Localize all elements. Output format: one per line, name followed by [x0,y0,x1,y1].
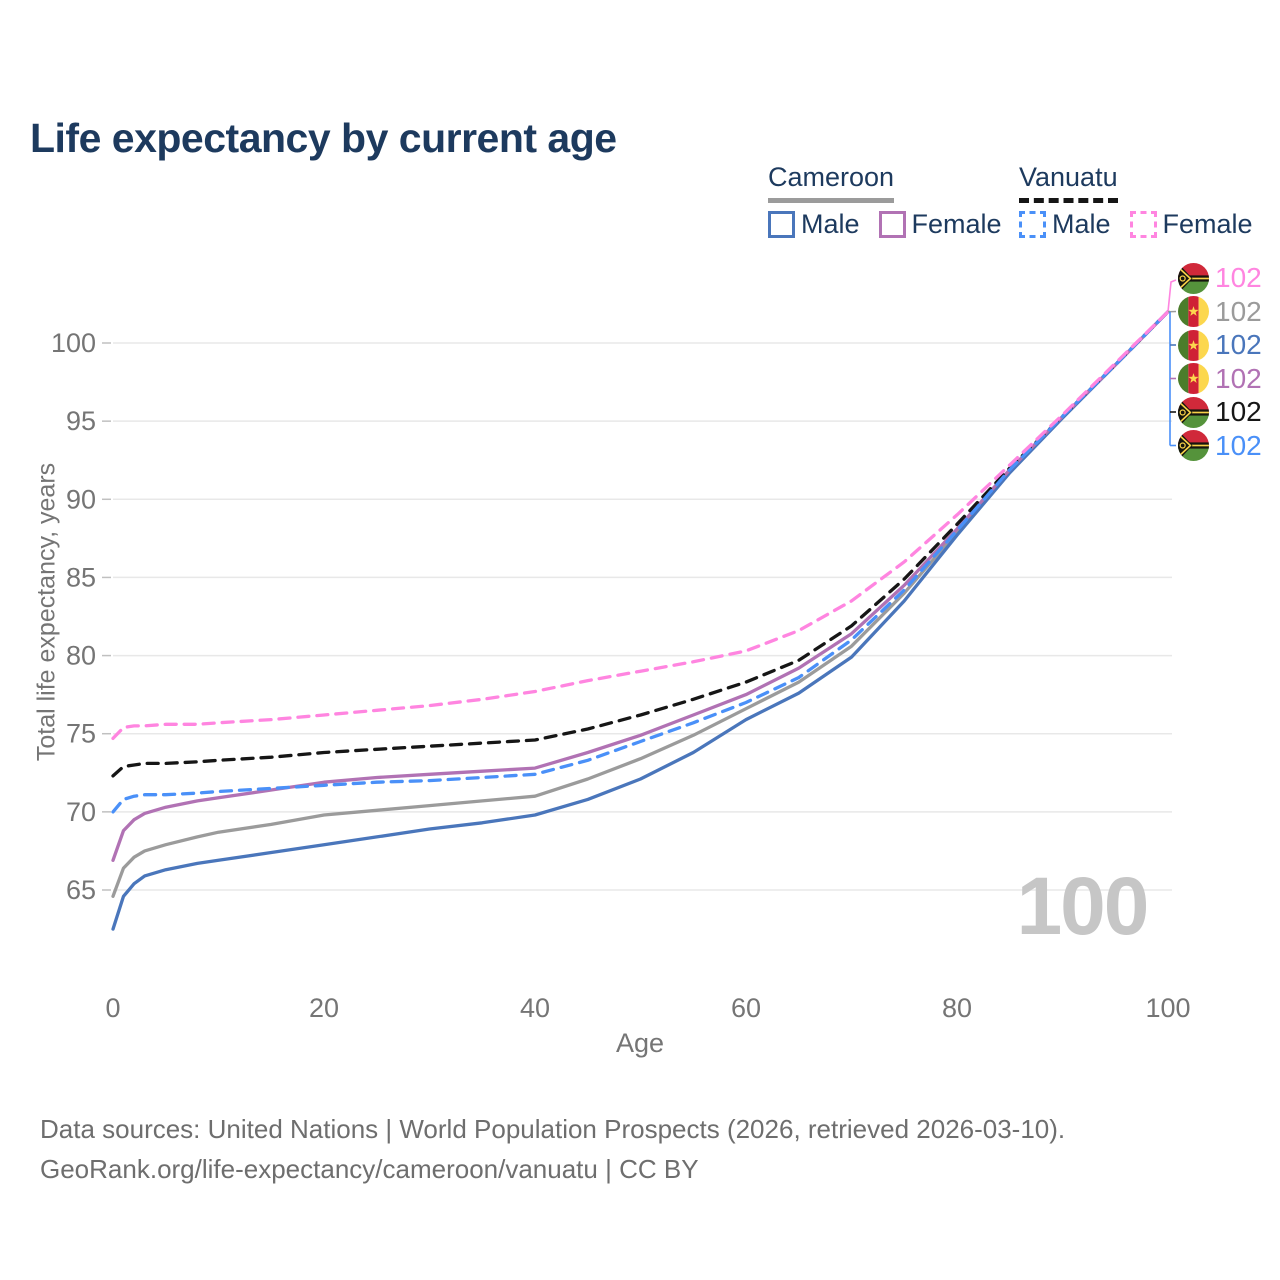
y-tick-label-65: 65 [66,875,96,905]
footer-data-sources: Data sources: United Nations | World Pop… [40,1114,1066,1144]
end-value-cameroon: 102 [1215,295,1262,327]
legend-item-vanuatu-male[interactable]: Male [1019,209,1111,240]
vanuatu-flag-icon [1178,430,1209,461]
end-value-vanuatu-male: 102 [1215,429,1262,461]
cameroon-flag-icon [1178,296,1209,327]
footer: Data sources: United Nations | World Pop… [40,1109,1065,1189]
x-tick-label-60: 60 [731,993,761,1023]
y-tick-label-95: 95 [66,406,96,436]
x-tick-label-100: 100 [1145,993,1190,1023]
end-label-vanuatu-female: 102 [1178,262,1262,294]
series-line-cameroon [111,310,1170,898]
legend-item-cameroon-male[interactable]: Male [768,209,860,240]
y-tick-label-100: 100 [51,328,96,358]
end-label-vanuatu-male: 102 [1178,430,1262,462]
legend-group-cameroon: Cameroon Male Female [768,162,1021,240]
end-value-cameroon-female: 102 [1215,362,1262,394]
leader-vanuatu-female [1167,279,1177,312]
legend-label-cameroon-male[interactable]: Male [801,209,860,239]
vanuatu-flag-icon [1178,262,1209,294]
series-line-vanuatu [111,310,1170,778]
legend-label-cameroon-female[interactable]: Female [911,209,1002,239]
legend-item-cameroon-female[interactable]: Female [878,209,1002,240]
end-label-cameroon: 102 [1178,296,1262,328]
vanuatu-flag-icon [1178,396,1209,428]
series-line-cameroon-male [111,310,1170,931]
vanuatu-male-swatch-icon[interactable] [1019,211,1046,238]
vanuatu-female-swatch-icon[interactable] [1129,211,1157,238]
end-value-vanuatu-female: 102 [1215,262,1262,293]
y-tick-label-90: 90 [66,484,96,514]
legend-country-vanuatu[interactable]: Vanuatu [1019,162,1118,203]
y-tick-label-70: 70 [66,797,96,827]
x-tick-label-80: 80 [942,993,972,1023]
end-value-vanuatu: 102 [1215,396,1262,427]
footer-attribution-link[interactable]: GeoRank.org/life-expectancy/cameroon/van… [40,1154,699,1184]
cameroon-male-swatch-icon[interactable] [768,211,795,238]
x-tick-label-40: 40 [520,993,550,1023]
cameroon-flag-icon [1178,363,1209,394]
x-axis-title: Age [615,1028,665,1058]
legend-label-vanuatu-male[interactable]: Male [1052,209,1111,239]
end-label-vanuatu: 102 [1178,396,1262,428]
legend-label-vanuatu-female[interactable]: Female [1162,209,1253,239]
y-tick-label-80: 80 [66,641,96,671]
y-axis-title: Total life expectancy, years [32,462,61,762]
x-tick-label-0: 0 [105,993,120,1023]
series-line-vanuatu-male [111,310,1170,814]
page-title: Life expectancy by current age [30,115,617,162]
end-label-cameroon-male: 102 [1178,329,1262,361]
series-line-cameroon-female [111,310,1170,862]
age-counter-watermark: 100 [1016,861,1150,952]
legend-item-vanuatu-female[interactable]: Female [1129,209,1253,240]
cameroon-female-swatch-icon[interactable] [878,211,906,238]
end-label-cameroon-female: 102 [1178,363,1262,395]
y-tick-label-85: 85 [66,562,96,592]
end-value-cameroon-male: 102 [1215,329,1262,360]
legend-country-cameroon[interactable]: Cameroon [768,162,895,203]
series-line-vanuatu-female [111,310,1170,741]
x-tick-label-20: 20 [309,993,339,1023]
legend-group-vanuatu: Vanuatu Male Female [1019,162,1272,240]
cameroon-flag-icon [1178,329,1209,361]
y-tick-label-75: 75 [66,719,96,749]
